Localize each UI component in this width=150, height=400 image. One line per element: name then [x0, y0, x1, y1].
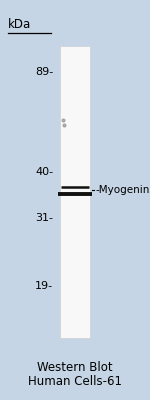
Text: 40-: 40-: [35, 167, 53, 177]
Text: kDa: kDa: [8, 18, 32, 31]
Text: 89-: 89-: [35, 67, 53, 77]
Text: 31-: 31-: [35, 213, 53, 223]
Text: Western Blot: Western Blot: [37, 361, 113, 374]
Text: Human Cells-61: Human Cells-61: [28, 375, 122, 388]
Text: 19-: 19-: [35, 281, 53, 291]
Bar: [60, 46, 90, 338]
Text: -Myogenin: -Myogenin: [95, 185, 150, 195]
